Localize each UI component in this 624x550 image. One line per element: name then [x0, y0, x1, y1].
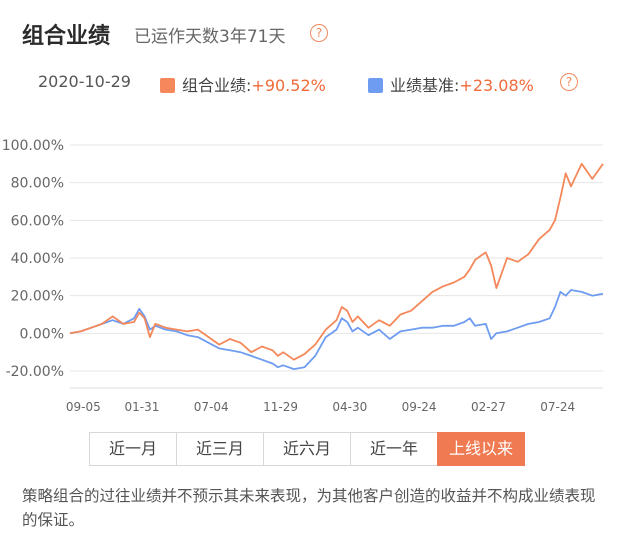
legend-swatch-portfolio: [160, 78, 175, 93]
x-tick-label: 01-31: [125, 400, 160, 414]
running-days-label: 已运作天数3年71天: [134, 27, 286, 47]
legend-item-benchmark[interactable]: 业绩基准:+23.08%: [368, 72, 534, 96]
y-tick-label: -20.00%: [6, 364, 64, 380]
disclaimer-text: 策略组合的过往业绩并不预示其未来表现，为其他客户创造的收益并不构成业绩表现的保证…: [22, 487, 596, 529]
tab-since-inception[interactable]: 上线以来: [437, 432, 525, 466]
legend-swatch-benchmark: [368, 78, 383, 93]
x-tick-label: 09-05: [66, 400, 101, 414]
y-tick-label: 80.00%: [11, 176, 64, 192]
y-tick-label: 40.00%: [11, 251, 64, 267]
y-tick-label: 100.00%: [2, 138, 64, 154]
series-line-portfolio: [69, 162, 604, 361]
tab-one-month[interactable]: 近一月: [89, 432, 177, 466]
help-icon[interactable]: ?: [560, 73, 578, 91]
tab-one-year[interactable]: 近一年: [350, 432, 438, 466]
legend-value-portfolio: +90.52%: [251, 76, 326, 95]
x-tick-label: 11-29: [263, 400, 298, 414]
x-tick-label: 02-27: [471, 400, 506, 414]
header: 组合业绩 已运作天数3年71天 ?: [22, 18, 602, 52]
legend-label-benchmark: 业绩基准:: [390, 76, 460, 95]
legend-label-portfolio: 组合业绩:: [182, 76, 252, 95]
x-tick-label: 04-30: [332, 400, 367, 414]
tab-three-months[interactable]: 近三月: [176, 432, 264, 466]
x-tick-label: 09-24: [402, 400, 437, 414]
series-line-benchmark: [69, 289, 604, 371]
y-tick-label: 0.00%: [20, 326, 64, 342]
help-icon[interactable]: ?: [310, 24, 328, 42]
legend-item-portfolio[interactable]: 组合业绩:+90.52%: [160, 72, 326, 96]
chart-legend: 2020-10-29 组合业绩:+90.52% 业绩基准:+23.08% ?: [38, 70, 608, 96]
page-title: 组合业绩: [22, 24, 111, 49]
legend-value-benchmark: +23.08%: [459, 76, 534, 95]
tab-six-months[interactable]: 近六月: [263, 432, 351, 466]
x-tick-label: 07-24: [540, 400, 575, 414]
period-tabs: 近一月 近三月 近六月 近一年 上线以来: [89, 432, 525, 466]
x-tick-label: 07-04: [194, 400, 229, 414]
performance-chart[interactable]: 100.00% 80.00% 60.00% 40.00% 20.00% 0.00% -20.…: [0, 128, 624, 424]
legend-date: 2020-10-29: [38, 72, 131, 91]
y-tick-label: 20.00%: [11, 289, 64, 305]
y-tick-label: 60.00%: [11, 213, 64, 229]
